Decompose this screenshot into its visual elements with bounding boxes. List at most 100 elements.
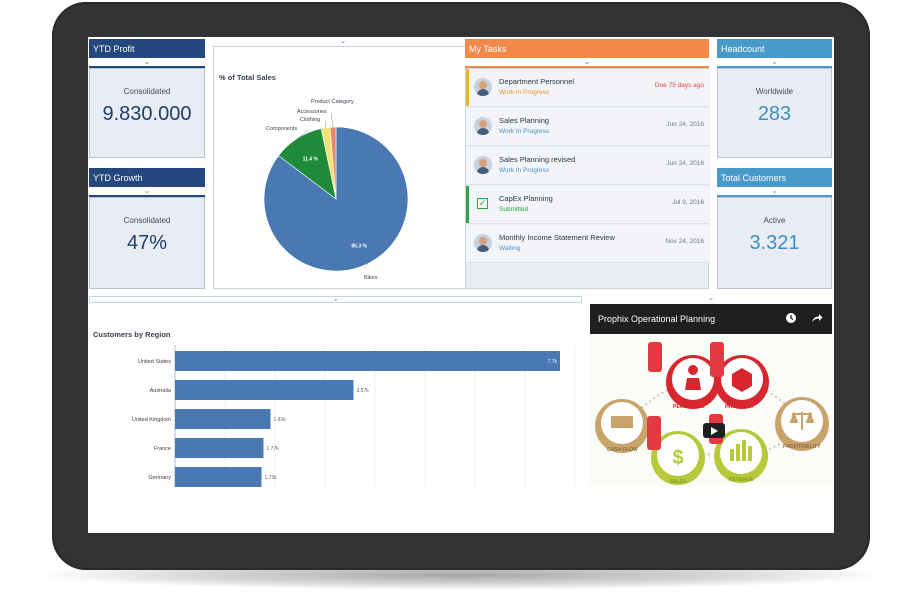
bar-chart-title: Customers by Region: [93, 330, 171, 339]
bar-australia[interactable]: [175, 380, 354, 400]
bar-united-kingdom[interactable]: [175, 409, 271, 429]
pie-category-label: Bikes: [364, 275, 378, 281]
task-status: Waiting: [499, 245, 521, 252]
chevron-down-icon: ⌄: [771, 186, 778, 195]
profitability-label: PROFITABILITY: [783, 444, 821, 450]
task-date: Jun 24, 2016: [666, 160, 704, 167]
bar-france[interactable]: [175, 438, 264, 458]
bar-value-label: 1.77k: [267, 446, 280, 452]
task-status-bar: [466, 186, 469, 223]
cash-flow-label: CASH-FLOW: [607, 447, 638, 453]
task-item[interactable]: Monthly Income Statement Review Waiting No…: [466, 225, 710, 263]
task-status: Work In Progress: [499, 167, 550, 174]
task-name: Monthly Income Statement Review: [499, 233, 615, 242]
task-date: Nov 24, 2016: [665, 238, 704, 245]
category-label: United Kingdom: [132, 417, 172, 423]
pie-panel-collapse[interactable]: ⌄: [213, 37, 473, 45]
task-status-bar: [466, 69, 469, 106]
my-tasks-title: My Tasks: [465, 39, 709, 59]
chevron-down-icon: ⌄: [707, 293, 715, 302]
headcount-title: Headcount: [717, 39, 832, 59]
video-panel-collapse[interactable]: ⌄: [590, 293, 832, 303]
clock-icon[interactable]: [785, 312, 797, 324]
ytd-profit-card: Consolidated 9.830.000: [89, 68, 205, 158]
ytd-growth-title: YTD Growth: [89, 168, 205, 188]
customers-by-region-panel: Customers by Region United States 7.7k Aus…: [88, 303, 582, 487]
ytd-growth-label: Consolidated: [123, 216, 171, 225]
pie-category-label: Components: [266, 126, 297, 132]
task-date: Due 75 days ago: [654, 82, 704, 89]
pie-legend-title: Product Category: [311, 99, 354, 105]
revenue-label: REVENUE: [729, 477, 754, 483]
play-icon[interactable]: [703, 423, 725, 438]
ytd-profit-toggle[interactable]: ⌄: [89, 58, 205, 68]
ytd-growth-card: Consolidated 47%: [89, 197, 205, 289]
task-item[interactable]: Sales Planning revised Work In Progress Ju…: [466, 147, 710, 185]
inventory-label: INVENTORY: [725, 404, 754, 410]
bar-value-label: 3.57k: [357, 388, 370, 394]
task-status: Submitted: [499, 206, 529, 213]
category-label: United States: [138, 359, 171, 365]
task-name: Sales Planning: [499, 116, 550, 125]
task-item[interactable]: Department Personnel Work In Progress Due …: [466, 69, 710, 107]
total-customers-toggle[interactable]: ⌄: [717, 187, 832, 197]
total-customers-label: Active: [763, 216, 786, 225]
ytd-profit-label: Consolidated: [123, 87, 171, 96]
task-item[interactable]: ✓ CapEx Planning Submitted Jul 9, 2016: [466, 186, 710, 224]
pie-leader-line: [330, 112, 334, 128]
task-name: Sales Planning revised: [499, 155, 576, 164]
bar-germany[interactable]: [175, 467, 262, 487]
chevron-down-icon: ⌄: [332, 294, 339, 303]
pie-value-label: 11.4 %: [303, 156, 319, 162]
bar-value-label: 1.73k: [265, 475, 278, 481]
task-name: Department Personnel: [499, 77, 575, 86]
bar-chart: United States 7.7k Australia 3.57k United Ki…: [132, 345, 576, 487]
avatar: [474, 156, 492, 174]
sales-label: SALES: [670, 479, 687, 485]
headcount-label: Worldwide: [755, 87, 794, 96]
ytd-growth-toggle[interactable]: ⌄: [89, 187, 205, 197]
headcount-card: Worldwide 283: [717, 68, 832, 158]
chevron-down-icon: ⌄: [143, 57, 151, 66]
checkbox-icon: ✓: [477, 198, 488, 209]
my-tasks-list: Department Personnel Work In Progress Due …: [465, 68, 710, 289]
dashboard-screen: ⌄ YTD Profit ⌄ Consolidated 9.830.000 YT…: [88, 37, 834, 533]
chevron-down-icon: ⌄: [771, 57, 778, 66]
avatar: [474, 234, 492, 252]
headcount-toggle[interactable]: ⌄: [717, 58, 832, 68]
chevron-down-icon: ⌄: [143, 186, 151, 195]
personnel-label: PERSONNEL: [673, 404, 705, 410]
pie-leader-line: [297, 129, 310, 139]
ytd-profit-value: 9.830.000: [102, 103, 192, 125]
headcount-value: 283: [757, 103, 792, 125]
bar-panel-collapse[interactable]: ⌄: [89, 294, 582, 303]
category-label: Germany: [148, 475, 171, 481]
share-icon[interactable]: [811, 312, 823, 324]
bar-value-label: 7.7k: [548, 359, 558, 365]
chevron-down-icon: ⌄: [583, 57, 591, 66]
bar-value-label: 1.91k: [274, 417, 287, 423]
task-date: Jun 24, 2016: [666, 121, 704, 128]
ytd-profit-title: YTD Profit: [89, 39, 205, 59]
avatar: [474, 78, 492, 96]
pie-title: % of Total Sales: [219, 73, 276, 82]
svg-text:$: $: [672, 447, 683, 469]
pie-value-label: 85.3 %: [351, 244, 367, 250]
video-player[interactable]: Prophix Operational Planning: [590, 304, 832, 486]
total-customers-value: 3.321: [749, 232, 800, 254]
task-item[interactable]: Sales Planning Work In Progress Jun 24, 20…: [466, 108, 710, 146]
task-status: Work In Progress: [499, 89, 550, 96]
avatar: [474, 117, 492, 135]
total-customers-card: Active 3.321: [717, 197, 832, 289]
pie-category-label: Clothing: [300, 117, 320, 123]
video-thumbnail: $: [590, 334, 832, 486]
total-customers-title: Total Customers: [717, 168, 832, 188]
task-name: CapEx Planning: [499, 194, 553, 203]
category-label: Australia: [150, 388, 172, 394]
my-tasks-toggle[interactable]: ⌄: [465, 58, 709, 68]
pie-chart-panel: % of Total Sales 85.3 % 11.4 % Bikes Compon…: [213, 46, 471, 289]
pie-category-label: Accessories: [297, 109, 327, 115]
chevron-down-icon: ⌄: [339, 37, 347, 45]
bar-united-states[interactable]: [175, 351, 560, 371]
